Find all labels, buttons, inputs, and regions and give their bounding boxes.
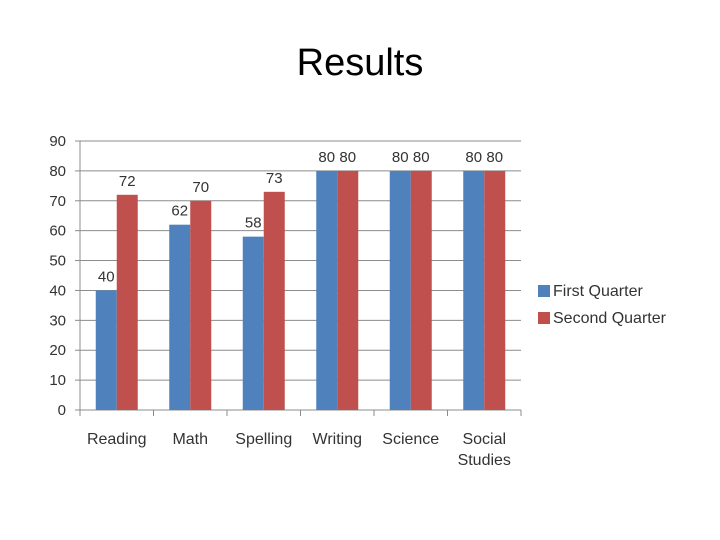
legend-label: Second Quarter — [553, 310, 667, 327]
data-label: 58 — [245, 215, 262, 232]
bar-second-quarter — [337, 170, 359, 410]
bar-second-quarter — [190, 200, 212, 410]
y-tick-label: 90 — [49, 133, 66, 150]
y-tick-label: 30 — [49, 312, 66, 329]
bar-second-quarter — [484, 170, 506, 410]
bar-first-quarter — [169, 224, 191, 410]
data-label: 62 — [171, 203, 188, 220]
data-label: 80 — [465, 149, 482, 166]
y-tick-label: 70 — [49, 193, 66, 210]
x-category-label: Science — [382, 431, 439, 448]
legend-label: First Quarter — [553, 283, 643, 300]
data-label: 80 — [392, 149, 409, 166]
y-tick-label: 40 — [49, 282, 66, 299]
bar-first-quarter — [389, 170, 411, 410]
y-tick-label: 50 — [49, 253, 66, 270]
gridlines — [80, 140, 521, 381]
data-label: 73 — [266, 170, 283, 187]
legend: First Quarter Second Quarter — [538, 283, 667, 327]
x-category-label: Writing — [313, 431, 363, 448]
bar-second-quarter — [263, 191, 285, 410]
y-tick-label: 20 — [49, 342, 66, 359]
x-category-label: Social Studies — [458, 431, 511, 469]
data-label: 80 — [413, 149, 430, 166]
bar-second-quarter — [410, 170, 432, 410]
legend-swatch — [538, 312, 550, 324]
x-category-label: Math — [172, 431, 208, 448]
axes — [75, 140, 522, 416]
bar-first-quarter — [316, 170, 338, 410]
data-label: 80 — [486, 149, 503, 166]
x-category-label: Reading — [87, 431, 147, 448]
bar-first-quarter — [463, 170, 485, 410]
bar-first-quarter — [242, 236, 264, 410]
bars — [95, 170, 506, 410]
data-label: 80 — [318, 149, 335, 166]
data-label: 70 — [192, 179, 209, 196]
y-tick-label: 60 — [49, 223, 66, 240]
y-tick-label: 80 — [49, 163, 66, 180]
y-tick-label: 0 — [58, 402, 66, 419]
x-category-label: Spelling — [235, 431, 292, 448]
data-label: 40 — [98, 268, 115, 285]
bar-first-quarter — [95, 290, 117, 410]
data-label: 80 — [339, 149, 356, 166]
page-title: Results — [296, 42, 424, 84]
y-tick-label: 10 — [49, 372, 66, 389]
legend-swatch — [538, 285, 550, 297]
data-label: 72 — [119, 173, 136, 190]
bar-second-quarter — [116, 194, 138, 410]
x-category-labels: Reading Math Spelling Writing Science Social S… — [87, 431, 511, 469]
y-tick-labels: 0 10 20 30 40 50 60 70 80 90 — [49, 133, 66, 419]
